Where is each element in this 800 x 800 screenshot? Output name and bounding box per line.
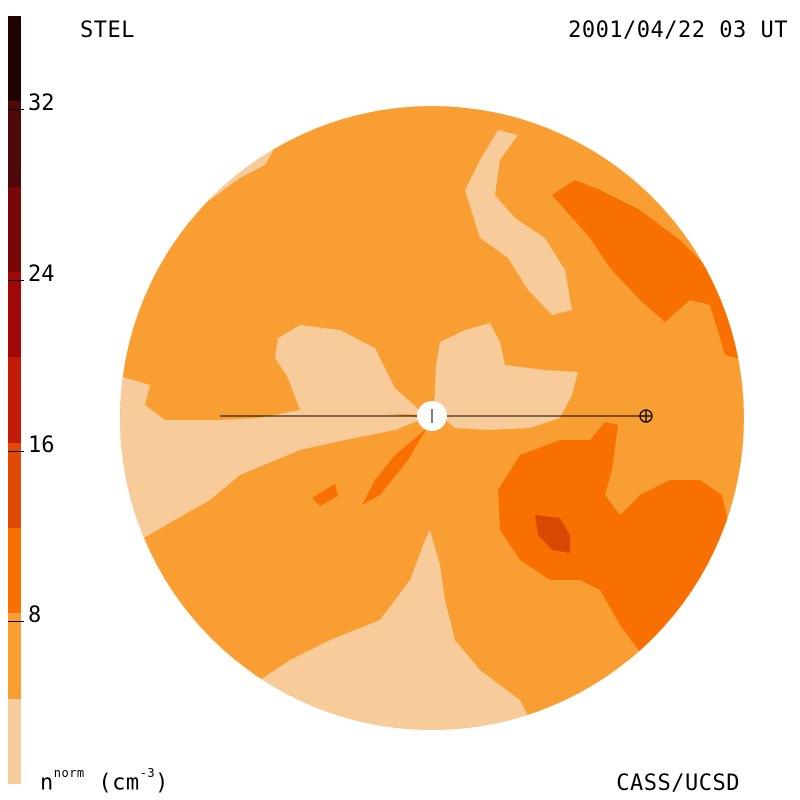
units-close: ) [155, 770, 169, 796]
light-region-center-petal-right [434, 323, 578, 430]
colorbar-band [8, 357, 21, 443]
colorbar-tick-mark [8, 280, 24, 281]
colorbar-band [8, 101, 21, 187]
units-exp: -3 [139, 766, 156, 780]
darkest-region [535, 515, 570, 553]
colorbar-tick-label: 8 [28, 603, 42, 629]
units-sup: norm [53, 766, 85, 780]
light-region-bottom [260, 530, 540, 730]
dark-region-small-left [312, 484, 338, 506]
colorbar-tick-mark [8, 450, 24, 452]
colorbar-tick-label: 32 [28, 91, 55, 117]
colorbar-band [8, 271, 21, 358]
colorbar [8, 16, 21, 784]
source-label: STEL [80, 18, 135, 43]
dark-region-streak-center [362, 428, 427, 505]
colorbar-tick-label: 16 [28, 432, 55, 458]
colorbar-tick-mark [8, 621, 24, 623]
colorbar-band [8, 16, 21, 102]
light-region-upper-streak [465, 130, 572, 315]
dark-region-upper-right [552, 180, 744, 360]
dark-region-lower-right [498, 422, 730, 652]
units-base: n [40, 770, 54, 796]
colorbar-band [8, 698, 21, 784]
units-rest: (cm [98, 770, 140, 796]
colorbar-tick-mark [8, 109, 24, 111]
light-region-center-petal-left [275, 325, 425, 415]
colorbar-band [8, 613, 21, 699]
colorbar-band [8, 527, 21, 614]
light-region-left-lobe [120, 370, 425, 545]
credit-label: CASS/UCSD [616, 771, 740, 796]
datetime-label: 2001/04/22 03 UT [568, 18, 788, 43]
colorbar-tick-label: 24 [28, 262, 55, 287]
units-label: nnorm (cm-3) [40, 766, 169, 796]
colorbar-band [8, 186, 21, 272]
colorbar-band [8, 442, 21, 528]
